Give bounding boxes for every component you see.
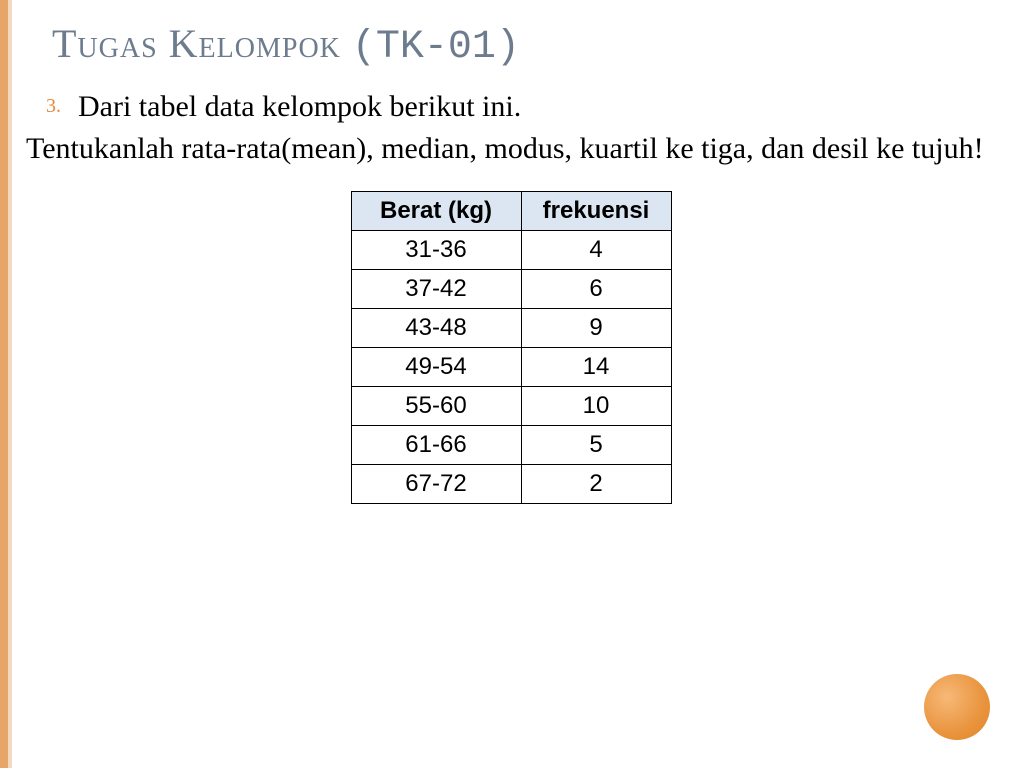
table-cell: 61-66 <box>351 426 521 465</box>
item-number: 3. <box>46 94 61 119</box>
slide-title: Tugas Kelompok (TK-01) <box>52 20 520 70</box>
table-cell: 43-48 <box>351 309 521 348</box>
table-header-cell: Berat (kg) <box>351 192 521 231</box>
left-accent-bar-inner <box>8 0 12 768</box>
table-cell: 4 <box>521 231 671 270</box>
table-cell: 37-42 <box>351 270 521 309</box>
table-header-cell: frekuensi <box>521 192 671 231</box>
table-cell: 5 <box>521 426 671 465</box>
table-cell: 31-36 <box>351 231 521 270</box>
data-table: Berat (kg) frekuensi 31-36437-42643-4894… <box>351 191 672 504</box>
table-cell: 67-72 <box>351 465 521 504</box>
table-cell: 2 <box>521 465 671 504</box>
table-row: 43-489 <box>351 309 671 348</box>
table-cell: 6 <box>521 270 671 309</box>
table-cell: 10 <box>521 387 671 426</box>
table-cell: 55-60 <box>351 387 521 426</box>
slide: Tugas Kelompok (TK-01) 3. Dari tabel dat… <box>0 0 1024 768</box>
table-cell: 9 <box>521 309 671 348</box>
title-text: Tugas Kelompok <box>52 21 352 66</box>
left-accent-bar <box>0 0 8 768</box>
instruction-paragraph: Tentukanlah rata-rata(mean), median, mod… <box>26 130 996 168</box>
table-body: 31-36437-42643-48949-541455-601061-66567… <box>351 231 671 504</box>
table-row: 37-426 <box>351 270 671 309</box>
slide-body: 3. Dari tabel data kelompok berikut ini.… <box>26 88 996 504</box>
numbered-item: 3. Dari tabel data kelompok berikut ini. <box>26 88 996 126</box>
table-row: 55-6010 <box>351 387 671 426</box>
accent-circle-icon <box>924 674 990 740</box>
table-cell: 14 <box>521 348 671 387</box>
table-row: 67-722 <box>351 465 671 504</box>
table-row: 31-364 <box>351 231 671 270</box>
table-row: 49-5414 <box>351 348 671 387</box>
table-cell: 49-54 <box>351 348 521 387</box>
title-code: (TK-01) <box>352 25 520 70</box>
item-text: Dari tabel data kelompok berikut ini. <box>78 90 521 123</box>
table-row: 61-665 <box>351 426 671 465</box>
table-header-row: Berat (kg) frekuensi <box>351 192 671 231</box>
